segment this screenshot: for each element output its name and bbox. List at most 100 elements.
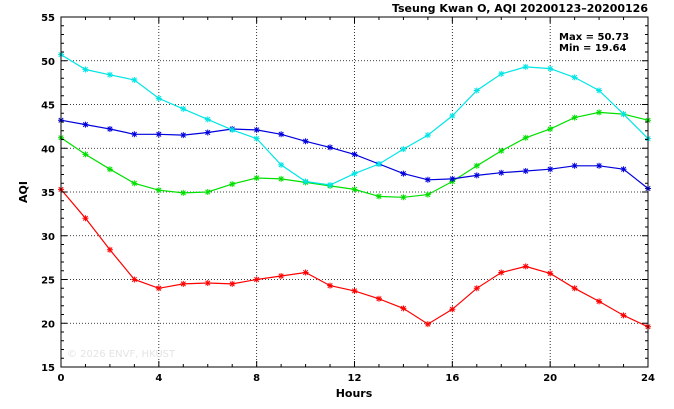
y-tick-label: 55 — [41, 13, 55, 24]
series-3-point — [204, 129, 211, 136]
y-tick-label: 40 — [41, 144, 55, 155]
series-3-point — [106, 126, 113, 132]
series-4-point — [155, 95, 162, 102]
series-2-point — [82, 151, 89, 158]
chart-title: Tseung Kwan O, AQI 20200123–20200126 — [392, 2, 648, 15]
series-1-point — [229, 280, 236, 287]
series-2-point — [106, 166, 113, 173]
ticks: 0 4 8 12 16 20 24 15 20 25 30 35 40 45 50 55 — [41, 13, 655, 384]
series-1-point — [204, 280, 211, 286]
series-2-point — [596, 109, 603, 116]
series-3-point — [351, 151, 358, 158]
series-1-point — [473, 285, 480, 292]
series-4-point — [596, 87, 603, 94]
x-tick-label: 20 — [543, 373, 557, 384]
series-3-point — [131, 131, 138, 138]
series-3-point — [253, 126, 260, 133]
series-1-point — [82, 215, 89, 222]
series-1-point — [180, 280, 187, 287]
series-1-point — [547, 270, 554, 277]
series-4-point — [229, 126, 236, 133]
series-1-point — [351, 287, 358, 294]
gridlines — [61, 17, 648, 367]
series-4-point — [473, 87, 480, 94]
series-4-point — [302, 178, 309, 185]
series-4-point — [204, 116, 211, 123]
series-1-point — [106, 246, 113, 253]
series-2-point — [278, 175, 285, 182]
series-1-point — [596, 298, 603, 305]
series-2-point — [131, 180, 138, 187]
y-tick-label: 50 — [41, 57, 55, 68]
series-4-point — [180, 105, 187, 112]
series-2-point — [498, 147, 505, 154]
series-3-point — [155, 131, 162, 138]
y-tick-label: 30 — [41, 232, 55, 243]
series-2-point — [229, 181, 236, 188]
series-4-point — [327, 182, 334, 188]
watermark: © 2026 ENVF, HKUST — [67, 349, 176, 360]
y-tick-label: 35 — [41, 188, 55, 199]
series-4-point — [449, 112, 456, 119]
series-3-point — [180, 132, 187, 139]
series-2-point — [180, 189, 187, 196]
series-3-point — [82, 121, 89, 128]
series-3-point — [473, 172, 480, 179]
series-3-point — [327, 144, 334, 151]
series-2-point — [375, 193, 382, 200]
series-lines — [58, 51, 651, 330]
series-3-point — [571, 162, 578, 169]
x-tick-label: 16 — [445, 373, 459, 384]
series-3-point — [278, 131, 285, 138]
series-4-point — [522, 63, 529, 70]
max-stat: Max = 50.73 — [559, 32, 629, 43]
series-3-point — [424, 176, 431, 183]
x-tick-label: 0 — [58, 373, 65, 384]
series-2-point — [424, 191, 431, 198]
series-1-point — [424, 321, 431, 328]
x-tick-label: 4 — [155, 373, 162, 384]
series-1-point — [327, 282, 334, 289]
y-tick-label: 20 — [41, 319, 55, 330]
series-4-point — [351, 170, 358, 177]
series-1-point — [522, 263, 529, 270]
series-1-point — [620, 312, 627, 319]
series-2-point — [473, 162, 480, 169]
series-1-point — [302, 269, 309, 276]
series-4-point — [253, 135, 260, 142]
y-tick-label: 15 — [41, 363, 55, 374]
series-1-point — [400, 305, 407, 312]
series-4-point — [498, 70, 505, 77]
series-2-point — [155, 187, 162, 194]
series-4-point — [278, 161, 285, 168]
series-2-point — [522, 134, 529, 141]
series-3-point — [620, 166, 627, 173]
series-1-point — [278, 273, 285, 279]
series-1-point — [253, 276, 260, 283]
series-2-point — [253, 175, 260, 181]
y-axis-label: AQI — [17, 181, 30, 203]
series-4-point — [424, 132, 431, 139]
x-tick-label: 8 — [253, 373, 260, 384]
series-3-point — [498, 169, 505, 176]
series-2-point — [204, 189, 211, 195]
series-1-point — [375, 295, 382, 302]
series-2-point — [351, 186, 358, 193]
series-2-point — [547, 126, 554, 132]
min-stat: Min = 19.64 — [559, 43, 627, 54]
series-4-point — [375, 161, 382, 167]
y-tick-label: 25 — [41, 276, 55, 287]
x-tick-label: 12 — [348, 373, 362, 384]
series-4-point — [106, 71, 113, 78]
series-3-point — [547, 166, 554, 173]
series-3-point — [596, 162, 603, 169]
series-1-point — [155, 285, 162, 292]
series-3-point — [400, 170, 407, 177]
series-2-point — [400, 194, 407, 201]
x-axis-label: Hours — [336, 387, 373, 400]
series-1-point — [571, 285, 578, 292]
series-3-point — [449, 175, 456, 182]
y-tick-label: 45 — [41, 101, 55, 112]
